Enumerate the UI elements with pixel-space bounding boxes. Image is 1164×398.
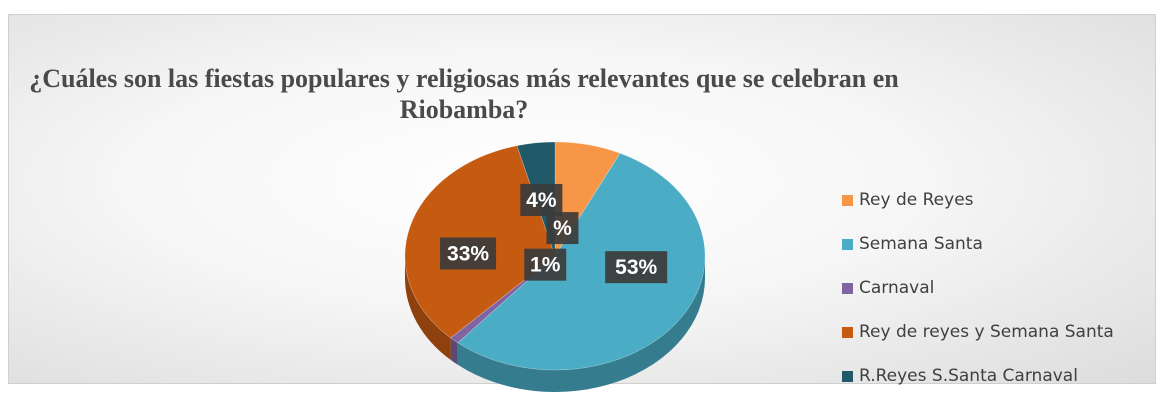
- data-label-box-2: [524, 248, 567, 281]
- data-label-box-1: [605, 251, 668, 284]
- legend-swatch: [842, 370, 853, 382]
- data-label-4: 4%: [526, 189, 557, 212]
- legend-swatch: [842, 282, 853, 294]
- chart-title: ¿Cuáles son las fiestas populares y reli…: [29, 64, 899, 124]
- pie-slice-1: [457, 152, 706, 371]
- legend-label: Carnaval: [859, 278, 935, 298]
- data-label-2: 1%: [530, 254, 561, 277]
- legend-label: Rey de reyes y Semana Santa: [859, 322, 1114, 342]
- data-label-3: 33%: [447, 243, 489, 266]
- legend-item: Semana Santa: [842, 222, 1114, 266]
- data-label-box-0: [546, 212, 579, 245]
- legend-swatch: [842, 194, 853, 206]
- legend-swatch: [842, 238, 853, 250]
- legend-label: Rey de Reyes: [859, 190, 974, 210]
- legend-label: R.Reyes S.Santa Carnaval: [859, 366, 1078, 386]
- chart-legend: Rey de Reyes Semana Santa Carnaval Rey de r…: [842, 178, 1114, 398]
- data-label-0: %: [553, 217, 572, 240]
- legend-item: Rey de Reyes: [842, 178, 1114, 222]
- pie-side-3: [405, 256, 451, 360]
- legend-label: Semana Santa: [859, 234, 983, 254]
- legend-swatch: [842, 326, 853, 338]
- data-label-box-4: [520, 183, 563, 216]
- legend-item: Rey de reyes y Semana Santa: [842, 310, 1114, 354]
- legend-item: Carnaval: [842, 266, 1114, 310]
- pie-side-2: [450, 337, 458, 365]
- data-label-box-3: [440, 237, 497, 270]
- data-label-1: 53%: [615, 256, 657, 279]
- pie-side-1: [457, 256, 705, 392]
- legend-item: R.Reyes S.Santa Carnaval: [842, 354, 1114, 398]
